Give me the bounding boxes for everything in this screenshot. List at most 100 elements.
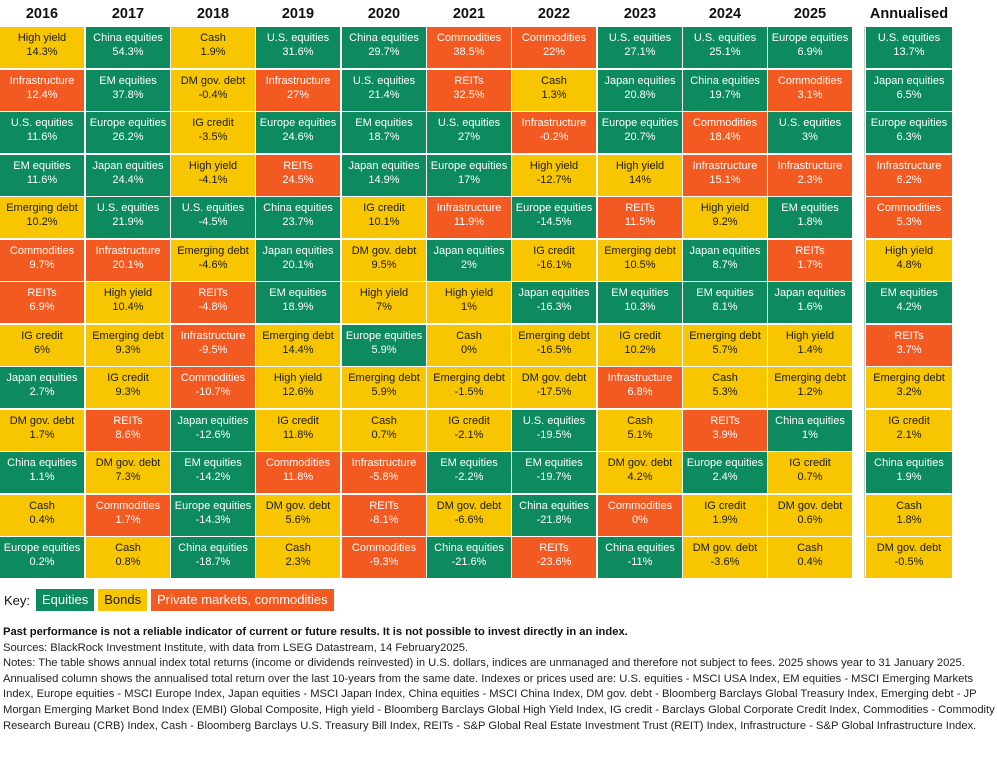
column-header: Annualised [869, 6, 949, 22]
return-value: 32.5% [453, 88, 485, 101]
return-value: 1.2% [797, 386, 823, 398]
return-value: 10.5% [624, 258, 656, 271]
asset-name: Emerging debt [433, 372, 505, 384]
return-cell: Commodities -10.7% [171, 367, 255, 408]
return-value: 1.7% [115, 513, 141, 526]
return-value: 1.9% [712, 513, 738, 526]
asset-name: High yield [529, 159, 579, 172]
return-value: -21.8% [536, 513, 572, 526]
asset-name: Europe equities [345, 329, 423, 342]
return-cell: IG credit 10.2% [598, 324, 682, 366]
return-cell: Infrastructure 6.8% [598, 367, 682, 408]
return-value: -16.1% [536, 258, 572, 271]
return-cell: Infrastructure 6.2% [866, 154, 952, 196]
return-value: 0.7% [371, 428, 397, 441]
return-cell: REITs 1.7% [768, 239, 852, 281]
return-cell: Europe equities -14.3% [171, 494, 255, 536]
return-value: -16.5% [536, 343, 572, 356]
return-value: 20.7% [624, 131, 656, 143]
column-header: 2021 [452, 6, 486, 22]
return-cell: REITs 24.5% [256, 154, 340, 196]
return-cell: DM gov. debt -0.4% [171, 69, 255, 111]
column-header: 2016 [25, 6, 59, 22]
return-value: 24.5% [282, 173, 314, 186]
return-cell: Emerging debt 3.2% [866, 367, 952, 408]
return-value: -4.6% [198, 258, 228, 271]
legend: Key: Equities Bonds Private markets, com… [4, 588, 338, 612]
return-cell: High yield 9.2% [683, 197, 767, 238]
asset-name: U.S. equities [352, 74, 416, 87]
return-value: 1.1% [29, 471, 55, 483]
return-cell: U.S. equities 11.6% [0, 112, 84, 153]
return-value: 4.2% [896, 301, 922, 313]
return-value: 27.1% [624, 46, 656, 58]
asset-name: Europe equities [870, 117, 948, 129]
return-cell: Infrastructure 12.4% [0, 69, 84, 111]
return-value: 26.2% [112, 131, 144, 143]
column-header: 2020 [367, 6, 401, 22]
return-cell: Emerging debt 14.4% [256, 324, 340, 366]
asset-name: High yield [785, 329, 835, 342]
return-cell: IG credit 10.1% [342, 197, 426, 238]
return-cell: Emerging debt 10.5% [598, 239, 682, 281]
return-cell: Cash 0.8% [86, 537, 170, 578]
asset-name: Cash [29, 499, 55, 512]
return-cell: U.S. equities 21.9% [86, 197, 170, 238]
return-cell: Infrastructure 11.9% [427, 197, 511, 238]
asset-name: U.S. equities [693, 32, 757, 44]
return-cell: EM equities 1.8% [768, 197, 852, 238]
return-value: 18.9% [282, 301, 314, 313]
asset-name: U.S. equities [522, 414, 586, 427]
return-value: -19.5% [536, 428, 572, 441]
return-cell: High yield -12.7% [512, 154, 596, 196]
returns-table: 2016 2017 2018 2019 2020 2021 2022 2023 2024 2025… [0, 6, 952, 578]
asset-name: U.S. equities [96, 202, 160, 214]
return-cell: IG credit 9.3% [86, 367, 170, 408]
asset-name: Europe equities [430, 159, 508, 172]
return-value: -8.1% [369, 513, 399, 526]
return-cell: Commodities 1.7% [86, 494, 170, 536]
return-cell: EM equities 8.1% [683, 282, 767, 323]
asset-name: Cash [712, 372, 738, 384]
return-value: -14.3% [195, 513, 231, 526]
return-cell: Japan equities 6.5% [866, 69, 952, 111]
asset-name: U.S. equities [877, 32, 941, 44]
return-cell: Emerging debt -4.6% [171, 239, 255, 281]
return-value: 11.6% [26, 173, 58, 186]
column-header: 2022 [537, 6, 571, 22]
return-value: 0.4% [797, 556, 823, 568]
sources: Sources: BlackRock Investment Institute,… [3, 641, 469, 654]
return-value: -9.5% [198, 343, 228, 356]
asset-name: China equities [874, 457, 944, 469]
asset-name: China equities [178, 542, 248, 554]
return-value: 10.4% [112, 301, 144, 313]
return-cell: DM gov. debt -17.5% [512, 367, 596, 408]
return-value: 9.7% [29, 258, 55, 271]
asset-name: China equities [434, 542, 504, 554]
return-value: -0.2% [539, 131, 569, 143]
return-value: 10.3% [624, 301, 656, 313]
return-cell: Japan equities 24.4% [86, 154, 170, 196]
asset-name: China equities [93, 32, 163, 44]
return-value: -12.7% [536, 173, 572, 186]
return-value: 14.3% [26, 46, 58, 58]
return-value: 19.7% [709, 88, 741, 101]
return-cell: Commodities 18.4% [683, 112, 767, 153]
return-cell: IG credit -16.1% [512, 239, 596, 281]
return-cell: Japan equities 14.9% [342, 154, 426, 196]
return-cell: Japan equities 8.7% [683, 239, 767, 281]
return-value: 6.2% [896, 173, 922, 186]
return-value: 11.6% [26, 131, 58, 143]
return-cell: U.S. equities -4.5% [171, 197, 255, 238]
asset-name: Japan equities [262, 244, 334, 257]
asset-name: Cash [200, 32, 226, 44]
asset-name: DM gov. debt [607, 457, 673, 469]
asset-name: Cash [541, 74, 567, 87]
return-value: 18.4% [709, 131, 741, 143]
return-cell: High yield -4.1% [171, 154, 255, 196]
legend-equities: Equities [36, 589, 95, 611]
asset-name: High yield [884, 244, 934, 257]
return-value: 1.3% [541, 88, 567, 101]
return-value: 1.6% [797, 301, 823, 313]
asset-name: DM gov. debt [9, 414, 75, 427]
